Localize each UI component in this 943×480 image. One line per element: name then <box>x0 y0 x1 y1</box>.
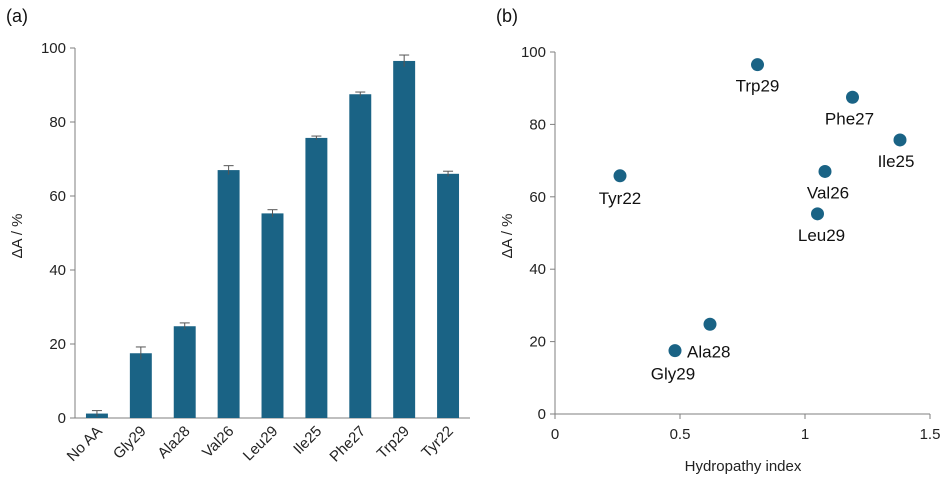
panel-b-x-axis-title: Hydropathy index <box>685 458 802 475</box>
panel-b-y-tick-label: 40 <box>529 261 546 278</box>
panel-b-x-tick-label: 0.5 <box>670 426 691 443</box>
panel-a-y-tick-label: 80 <box>49 114 66 131</box>
panel-a-y-tick-label: 20 <box>49 336 66 353</box>
panel-b-y-tick-label: 80 <box>529 116 546 133</box>
panel-a-category-label: Ala28 <box>154 423 193 462</box>
panel-a-category-label: Tyr22 <box>418 423 457 462</box>
point-label-tyr22: Tyr22 <box>599 189 642 208</box>
panel-a-y-tick-label: 40 <box>49 262 66 279</box>
panel-b-x-ticks: 0 0.5 1 1.5 <box>551 414 941 443</box>
panel-a-bars <box>85 54 460 418</box>
point-label-val26: Val26 <box>807 183 849 202</box>
panel-b-y-tick-label: 20 <box>529 334 546 351</box>
panel-a-y-axis-title: ΔA / % <box>9 213 26 258</box>
panel-a-category-label: No AA <box>64 423 106 465</box>
bar-ile25 <box>305 137 328 418</box>
point-trp29 <box>751 58 764 72</box>
point-label-gly29: Gly29 <box>651 365 695 384</box>
bar-tyr22 <box>437 173 460 418</box>
point-leu29 <box>811 207 824 221</box>
panel-b-x-tick-label: 0 <box>551 426 559 443</box>
panel-a-category-label: Leu29 <box>240 423 282 465</box>
point-tyr22 <box>613 169 627 183</box>
panel-a-y-ticks: 0 20 40 60 80 100 <box>41 40 75 427</box>
point-label-phe27: Phe27 <box>825 109 874 128</box>
panel-a-y-tick-label: 60 <box>49 188 66 205</box>
bar-leu29 <box>261 213 284 418</box>
bar-ala28 <box>173 326 196 418</box>
panel-a-category-label: Trp29 <box>374 423 413 462</box>
point-label-leu29: Leu29 <box>798 226 845 245</box>
panel-a-category-label: Gly29 <box>110 423 150 463</box>
panel-a-bar-chart: (a) ΔA / % 0 20 40 60 80 100 No AA Gly29 Ala28 V… <box>6 6 470 465</box>
point-ile25 <box>893 133 907 147</box>
panel-a-category-label: Val26 <box>199 423 237 461</box>
panel-b-y-tick-label: 60 <box>529 189 546 206</box>
panel-b-points: Tyr22 Gly29 Ala28 Trp29 Leu29 Val26 Phe27 Ile25 <box>599 58 915 384</box>
bar-val26 <box>217 170 240 418</box>
panel-b-x-tick-label: 1.5 <box>920 426 941 443</box>
point-label-ala28: Ala28 <box>687 343 730 362</box>
point-ala28 <box>703 317 717 331</box>
panel-b-x-tick-label: 1 <box>801 426 809 443</box>
panel-a-category-labels: No AA Gly29 Ala28 Val26 Leu29 Ile25 Phe27 Trp29… <box>64 423 457 466</box>
panel-b-y-ticks: 0 20 40 60 80 100 <box>521 44 555 423</box>
panel-b-scatter-chart: (b) ΔA / % Hydropathy index 020406080100… <box>496 6 940 475</box>
panel-a-y-tick-label: 100 <box>41 40 66 57</box>
panel-b-y-axis-title: ΔA / % <box>499 213 516 258</box>
panel-b-y-tick-label: 0 <box>538 406 546 423</box>
point-phe27 <box>846 90 859 104</box>
bar-trp29 <box>393 60 416 418</box>
panel-a-label: (a) <box>6 6 28 26</box>
panel-b-label: (b) <box>496 6 518 26</box>
bar-gly29 <box>129 353 152 418</box>
panel-b-y-tick-label: 100 <box>521 44 546 61</box>
panel-a-category-label: Phe27 <box>326 423 369 466</box>
panel-a-y-tick-label: 0 <box>58 410 66 427</box>
panel-a-category-label: Ile25 <box>290 423 325 458</box>
point-gly29 <box>668 344 682 358</box>
point-label-trp29: Trp29 <box>736 77 780 96</box>
point-label-ile25: Ile25 <box>878 152 915 171</box>
point-val26 <box>818 164 832 178</box>
bar-phe27 <box>349 94 372 418</box>
